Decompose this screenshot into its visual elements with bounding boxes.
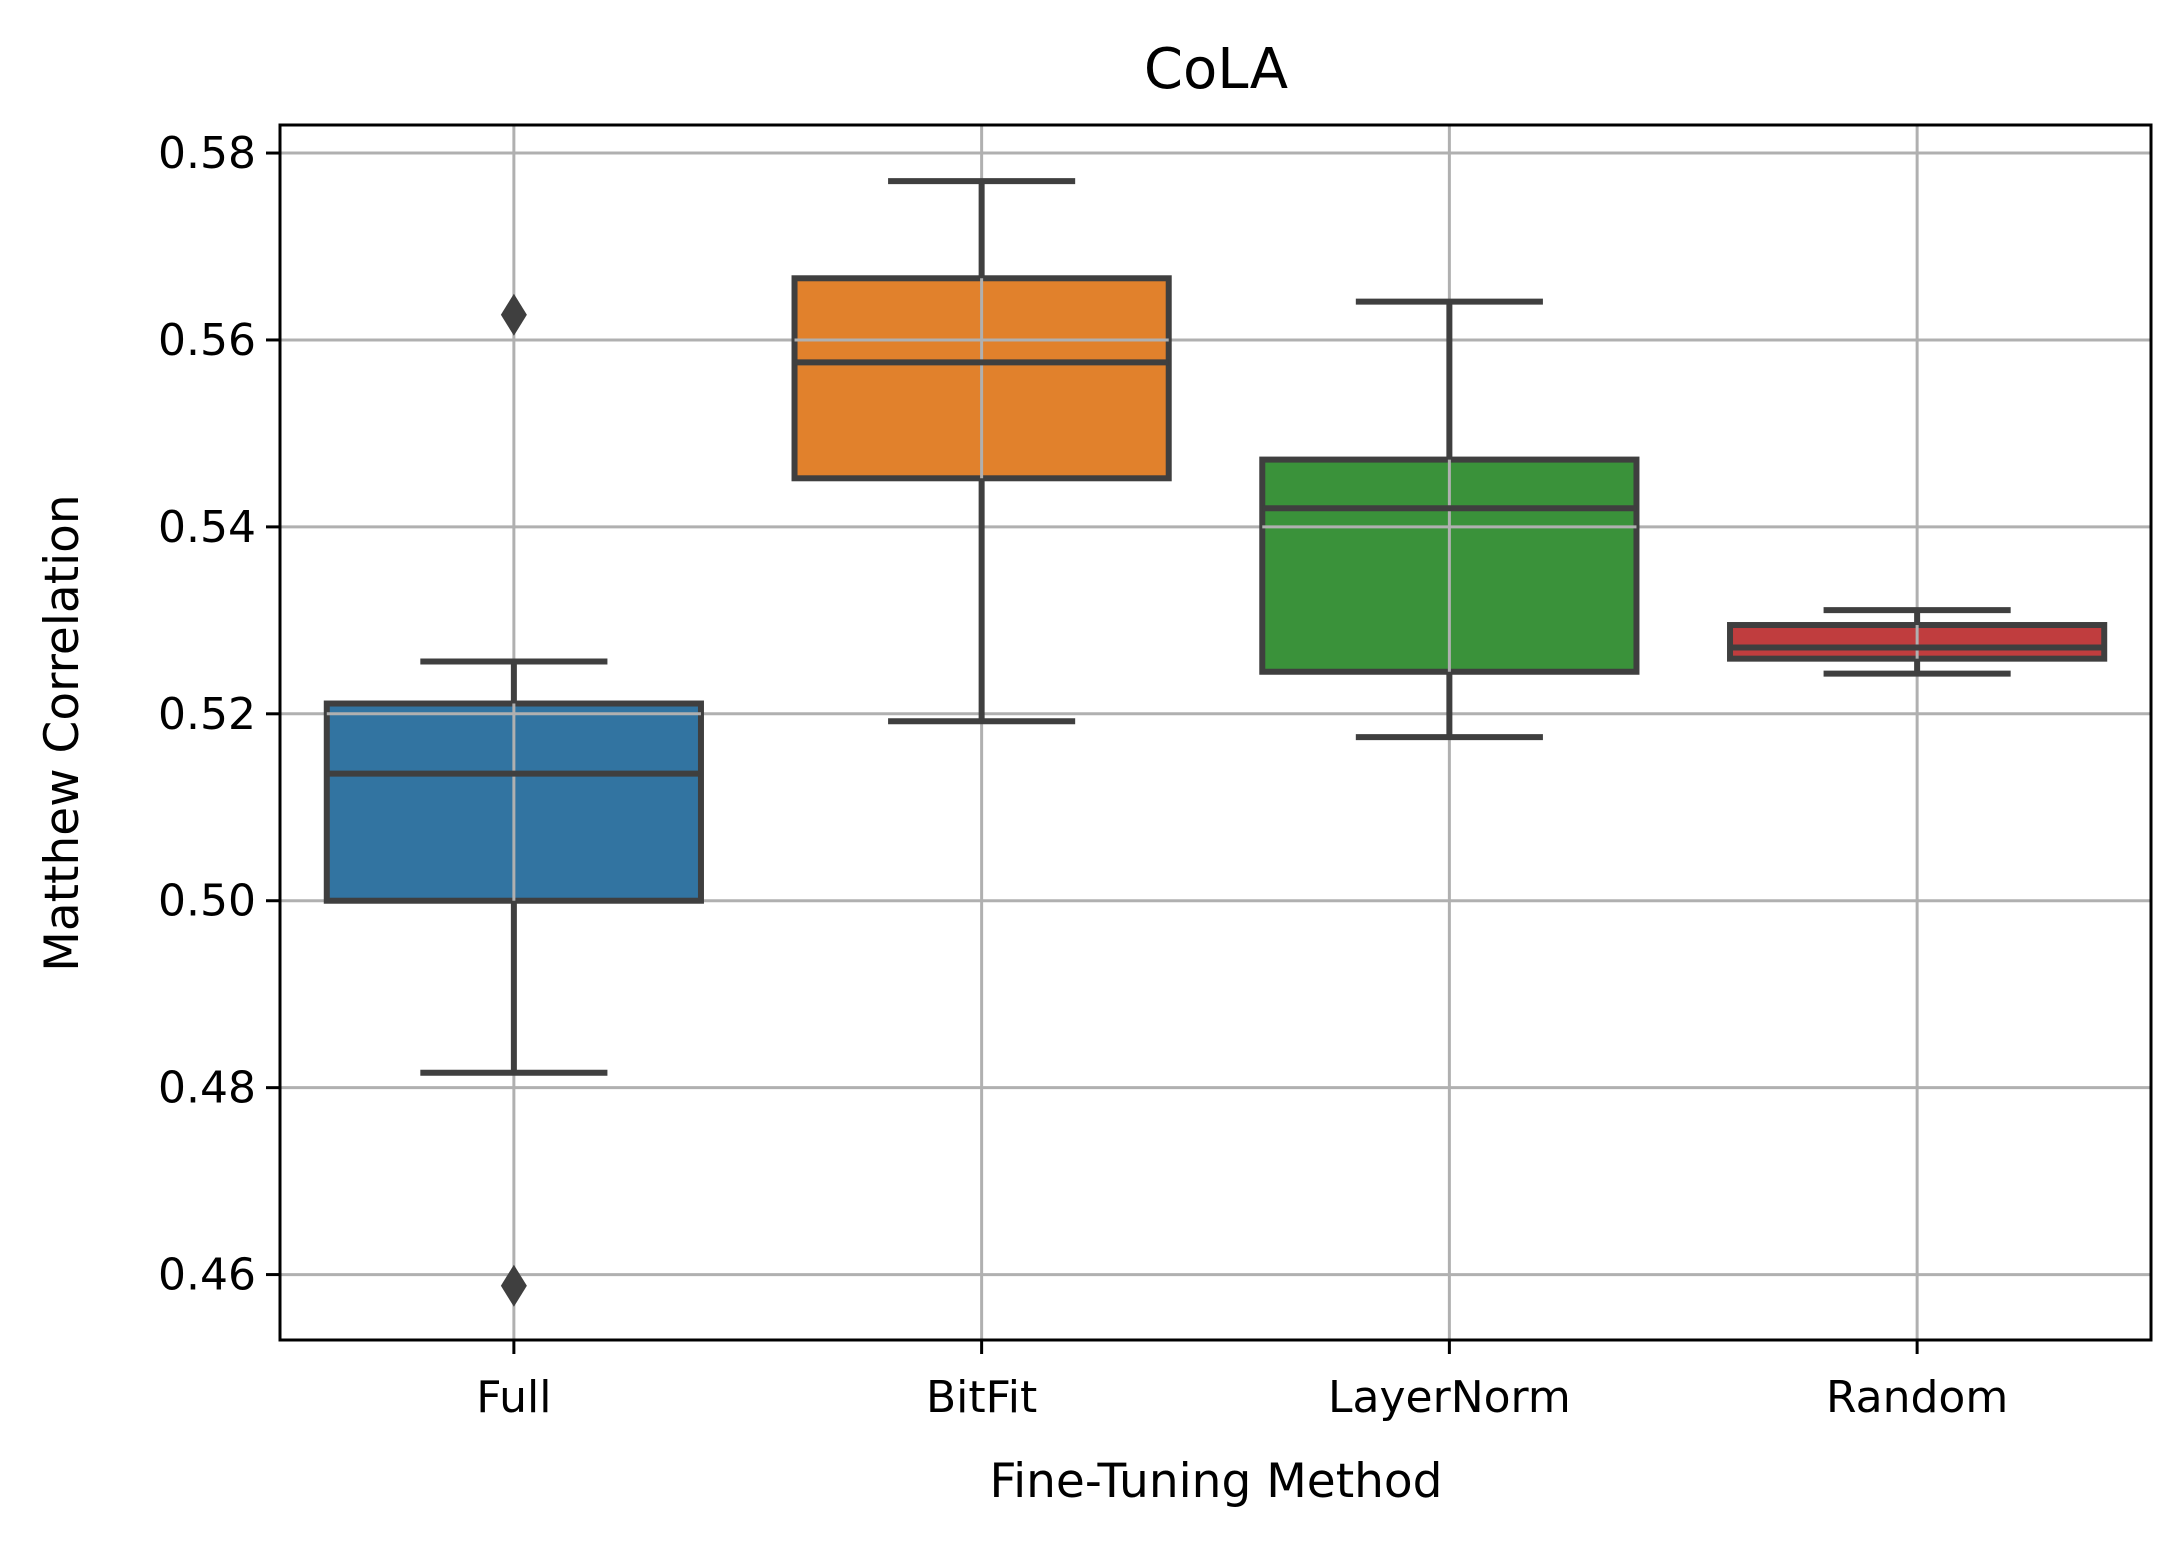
x-tick-label: Full <box>476 1372 551 1423</box>
plot-frame <box>278 123 2153 1342</box>
y-tick-label: 0.54 <box>158 502 256 553</box>
outlier-point <box>500 293 527 336</box>
box-layer <box>323 178 2108 1307</box>
y-tick-label: 0.48 <box>158 1063 256 1114</box>
outlier-point <box>500 1264 527 1307</box>
box-group-full <box>323 293 704 1307</box>
y-tick-label: 0.50 <box>158 876 256 927</box>
y-tick-label: 0.46 <box>158 1250 256 1301</box>
box-group-bitfit <box>791 178 1172 725</box>
tick-layer: 0.46 0.48 0.50 0.52 0.54 0.56 0.58 Full BitFit La… <box>158 128 2008 1423</box>
box-group-random <box>1727 607 2108 677</box>
box-group-layernorm <box>1259 298 1640 741</box>
x-axis-label: Fine-Tuning Method <box>989 1454 1442 1509</box>
chart-title: CoLA <box>1144 37 1288 102</box>
y-tick-label: 0.56 <box>158 315 256 366</box>
x-tick-label: Random <box>1826 1372 2008 1423</box>
x-tick-label: LayerNorm <box>1328 1372 1571 1423</box>
x-tick-label: BitFit <box>926 1372 1037 1423</box>
y-tick-label: 0.52 <box>158 689 256 740</box>
y-tick-label: 0.58 <box>158 128 256 179</box>
y-axis-label: Matthew Correlation <box>35 494 90 971</box>
